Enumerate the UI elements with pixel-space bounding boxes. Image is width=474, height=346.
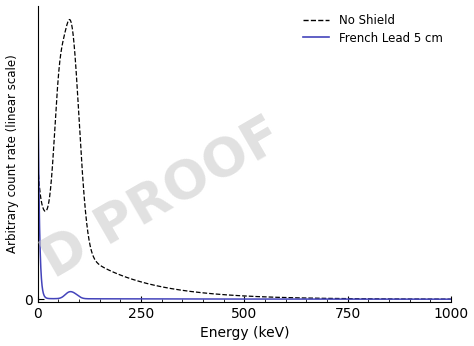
French Lead 5 cm (448, 297, 454, 301)
No Shield (448, 297, 454, 301)
French Lead 5 cm (297, 297, 303, 301)
No Shield (55, 73, 61, 77)
X-axis label: Energy (keV): Energy (keV) (200, 326, 289, 340)
No Shield (297, 296, 303, 300)
Text: D PROOF: D PROOF (33, 109, 291, 288)
No Shield (67, 17, 73, 21)
Legend: No Shield, French Lead 5 cm: No Shield, French Lead 5 cm (299, 9, 447, 49)
French Lead 5 cm (35, 36, 41, 40)
No Shield (35, 159, 41, 163)
Y-axis label: Arbitrary count rate (linear scale): Arbitrary count rate (linear scale) (6, 54, 18, 253)
No Shield (279, 295, 285, 300)
Line: French Lead 5 cm: French Lead 5 cm (38, 38, 451, 299)
French Lead 5 cm (55, 297, 61, 301)
French Lead 5 cm (341, 297, 347, 301)
French Lead 5 cm (184, 297, 190, 301)
Line: No Shield: No Shield (38, 19, 451, 299)
French Lead 5 cm (363, 297, 369, 301)
No Shield (341, 297, 347, 301)
No Shield (363, 297, 369, 301)
French Lead 5 cm (279, 297, 285, 301)
No Shield (184, 289, 190, 293)
